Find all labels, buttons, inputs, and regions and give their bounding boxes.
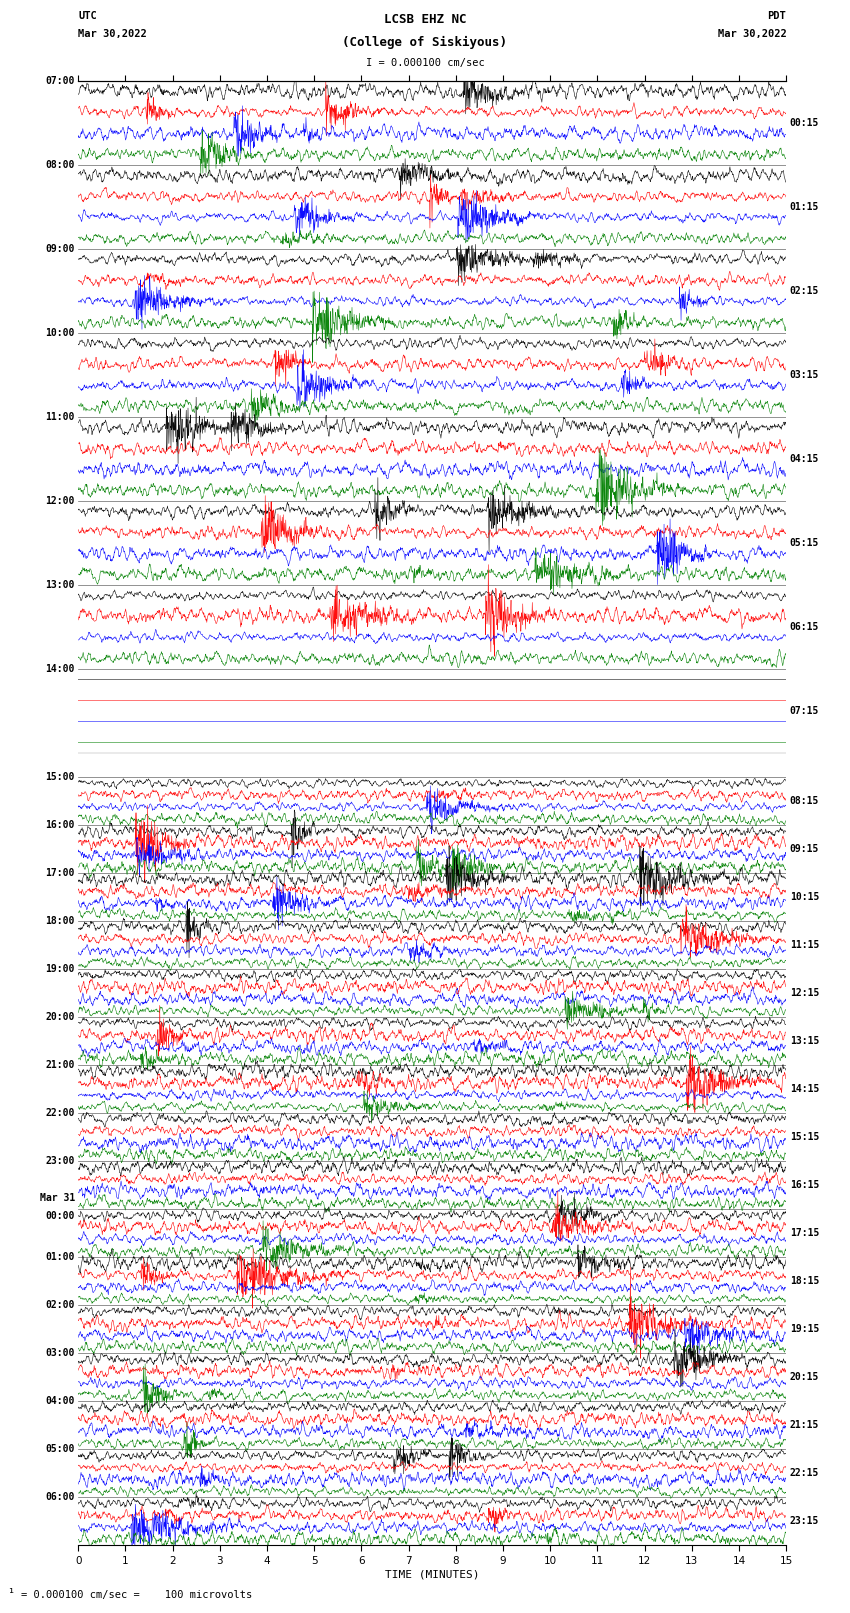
- Text: 10:15: 10:15: [790, 892, 819, 902]
- Text: 19:00: 19:00: [45, 965, 75, 974]
- Text: PDT: PDT: [768, 11, 786, 21]
- Text: 22:00: 22:00: [45, 1108, 75, 1118]
- Text: 00:00: 00:00: [45, 1211, 75, 1221]
- Text: 21:00: 21:00: [45, 1060, 75, 1069]
- Text: 04:00: 04:00: [45, 1397, 75, 1407]
- Text: 15:15: 15:15: [790, 1132, 819, 1142]
- Text: 09:15: 09:15: [790, 844, 819, 853]
- Text: 10:00: 10:00: [45, 327, 75, 337]
- Text: ¹: ¹: [8, 1587, 14, 1600]
- Text: 22:15: 22:15: [790, 1468, 819, 1478]
- Text: 08:00: 08:00: [45, 160, 75, 169]
- Text: 15:00: 15:00: [45, 773, 75, 782]
- Text: 06:00: 06:00: [45, 1492, 75, 1502]
- Text: 17:00: 17:00: [45, 868, 75, 877]
- Text: 00:15: 00:15: [790, 118, 819, 127]
- Text: Mar 31: Mar 31: [40, 1192, 75, 1203]
- X-axis label: TIME (MINUTES): TIME (MINUTES): [385, 1569, 479, 1579]
- Text: (College of Siskiyous): (College of Siskiyous): [343, 35, 507, 48]
- Text: 01:15: 01:15: [790, 202, 819, 211]
- Text: Mar 30,2022: Mar 30,2022: [717, 29, 786, 39]
- Text: 18:00: 18:00: [45, 916, 75, 926]
- Text: Mar 30,2022: Mar 30,2022: [78, 29, 147, 39]
- Text: 16:00: 16:00: [45, 819, 75, 831]
- Text: 11:15: 11:15: [790, 940, 819, 950]
- Text: 02:15: 02:15: [790, 286, 819, 295]
- Text: 23:15: 23:15: [790, 1516, 819, 1526]
- Text: 23:00: 23:00: [45, 1157, 75, 1166]
- Text: 13:15: 13:15: [790, 1036, 819, 1047]
- Text: 14:15: 14:15: [790, 1084, 819, 1094]
- Text: 04:15: 04:15: [790, 453, 819, 465]
- Text: 12:00: 12:00: [45, 495, 75, 506]
- Text: 05:00: 05:00: [45, 1444, 75, 1455]
- Text: 20:15: 20:15: [790, 1373, 819, 1382]
- Text: 07:15: 07:15: [790, 706, 819, 716]
- Text: 03:15: 03:15: [790, 369, 819, 379]
- Text: 17:15: 17:15: [790, 1227, 819, 1239]
- Text: 18:15: 18:15: [790, 1276, 819, 1286]
- Text: 16:15: 16:15: [790, 1181, 819, 1190]
- Text: 12:15: 12:15: [790, 989, 819, 998]
- Text: 19:15: 19:15: [790, 1324, 819, 1334]
- Text: = 0.000100 cm/sec =    100 microvolts: = 0.000100 cm/sec = 100 microvolts: [21, 1590, 252, 1600]
- Text: 13:00: 13:00: [45, 579, 75, 590]
- Text: 20:00: 20:00: [45, 1011, 75, 1023]
- Text: I = 0.000100 cm/sec: I = 0.000100 cm/sec: [366, 58, 484, 68]
- Text: UTC: UTC: [78, 11, 97, 21]
- Text: 06:15: 06:15: [790, 623, 819, 632]
- Text: 07:00: 07:00: [45, 76, 75, 85]
- Text: 03:00: 03:00: [45, 1348, 75, 1358]
- Text: 11:00: 11:00: [45, 411, 75, 421]
- Text: 01:00: 01:00: [45, 1252, 75, 1261]
- Text: 14:00: 14:00: [45, 665, 75, 674]
- Text: 05:15: 05:15: [790, 537, 819, 548]
- Text: 02:00: 02:00: [45, 1300, 75, 1310]
- Text: 21:15: 21:15: [790, 1419, 819, 1431]
- Text: 08:15: 08:15: [790, 795, 819, 806]
- Text: 09:00: 09:00: [45, 244, 75, 253]
- Text: LCSB EHZ NC: LCSB EHZ NC: [383, 13, 467, 26]
